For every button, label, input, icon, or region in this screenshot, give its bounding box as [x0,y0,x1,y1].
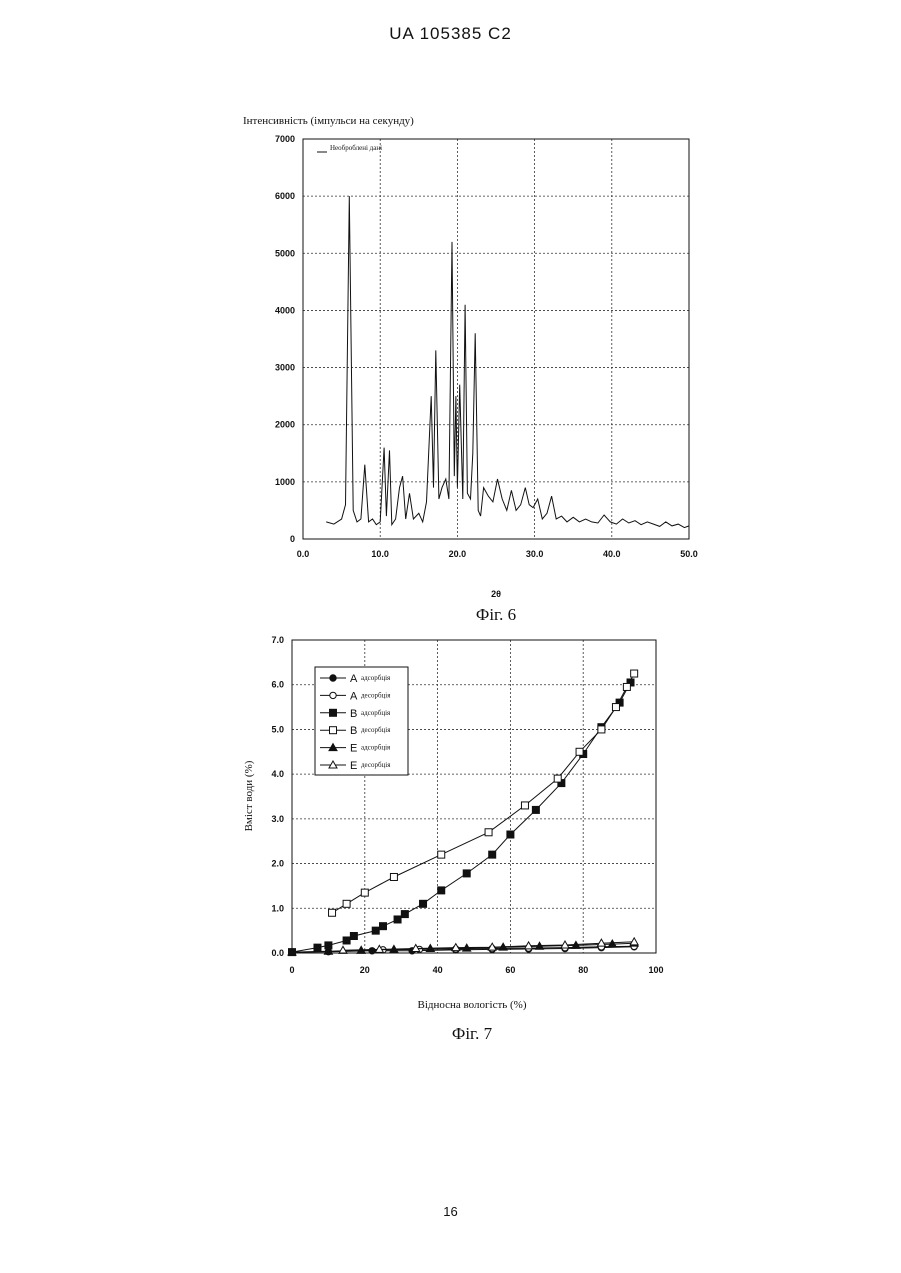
fig7-x-tick-label: 60 [505,965,515,975]
fig7-y-tick-label: 1.0 [271,903,284,913]
fig7-point-square-open [554,775,561,782]
fig7-legend-series-label: E [350,743,357,755]
fig7-point-square-filled [532,806,539,813]
fig7-legend-marker [330,692,336,698]
fig7-y-tick-label: 3.0 [271,814,284,824]
fig7-legend-box [315,667,408,775]
fig7-point-square-filled [343,937,350,944]
fig7-legend-marker [330,675,336,681]
fig7-y-tick-label: 2.0 [271,859,284,869]
fig7-x-tick-label: 100 [648,965,663,975]
fig7-y-tick-label: 0.0 [271,948,284,958]
fig7-point-square-open [361,889,368,896]
fig7-legend-series-name: десорбція [361,691,391,699]
fig7-x-tick-label: 20 [360,965,370,975]
fig7-point-square-filled [314,944,321,951]
fig7-point-square-open [612,704,619,711]
fig7-point-square-open [623,683,630,690]
fig7-point-square-filled [463,870,470,877]
fig7-legend-marker [330,709,337,716]
fig7-legend-marker [330,727,337,734]
fig7-x-tick-label: 80 [578,965,588,975]
fig7-point-square-open [390,873,397,880]
fig7-legend-series-label: A [350,673,358,685]
fig7-legend-series-label: B [350,725,357,737]
fig7-point-triangle-open [630,938,638,945]
fig7-x-axis-label: Відносна вологість (%) [417,999,526,1011]
fig7-legend-series-label: E [350,760,357,772]
fig7-point-square-open [438,851,445,858]
fig7-legend-series-label: B [350,708,357,720]
fig7-legend-series-name: адсорбція [361,674,391,682]
fig7-point-square-open [343,900,350,907]
fig7-legend: AадсорбціяAдесорбціяBадсорбціяBдесорбція… [315,667,408,775]
fig7-point-square-open [485,829,492,836]
fig7-point-square-open [576,748,583,755]
fig7-point-square-filled [401,911,408,918]
fig7-point-square-open [521,802,528,809]
fig7-point-square-filled [350,933,357,940]
fig7-legend-series-name: десорбція [361,726,391,734]
fig7-point-square-filled [380,923,387,930]
fig7-y-tick-label: 5.0 [271,724,284,734]
fig7-legend-series-name: адсорбція [361,744,391,752]
fig7-point-square-open [598,726,605,733]
fig7-caption: Фіг. 7 [452,1024,493,1043]
fig7-point-square-filled [507,831,514,838]
fig7-point-square-filled [438,887,445,894]
fig7-x-tick-label: 0 [289,965,294,975]
fig7-legend-series-name: адсорбція [361,709,391,717]
fig7-point-square-filled [394,916,401,923]
fig7-point-square-filled [372,927,379,934]
fig7-legend-series-name: десорбція [361,761,391,769]
fig7-x-tick-label: 40 [433,965,443,975]
fig7-y-tick-label: 4.0 [271,769,284,779]
fig7-y-axis-label: Вміст води (%) [243,760,255,831]
fig7-point-square-open [631,670,638,677]
fig7-legend-series-label: A [350,690,358,702]
page-number: 16 [0,1204,901,1219]
fig7-point-square-filled [420,900,427,907]
sorption-chart: 0.01.02.03.04.05.06.07.0020406080100 Вмі… [0,0,901,640]
fig7-point-square-filled [489,851,496,858]
fig7-y-tick-label: 6.0 [271,680,284,690]
fig7-y-tick-label: 7.0 [271,635,284,645]
fig7-point-square-open [329,909,336,916]
